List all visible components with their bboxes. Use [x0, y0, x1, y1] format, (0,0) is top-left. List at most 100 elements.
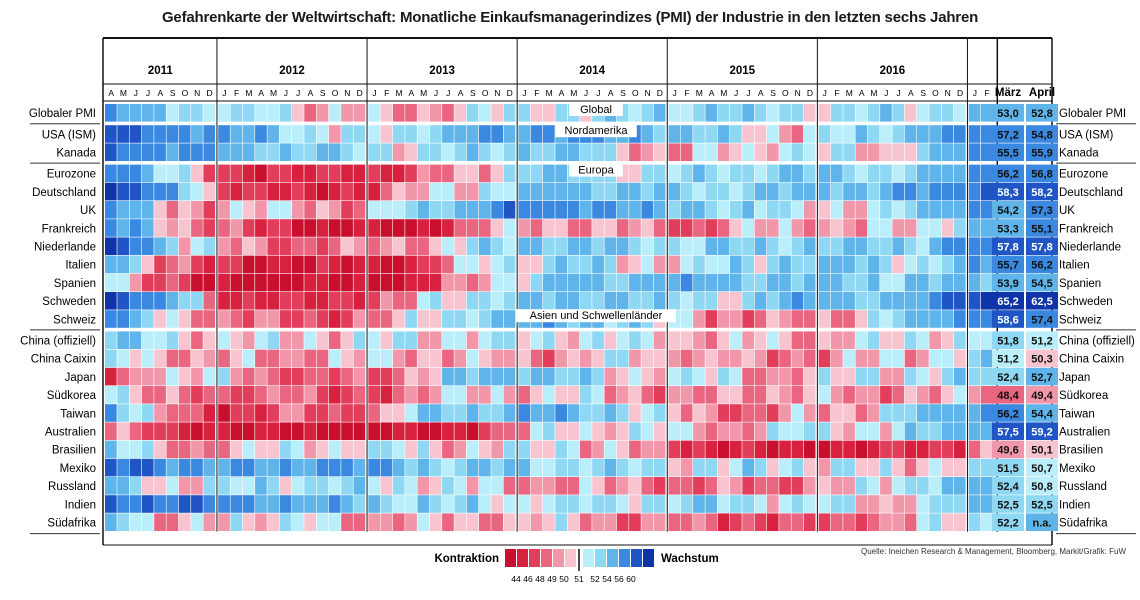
heatmap-cell	[392, 386, 405, 404]
row-label-left: China (offiziell)	[20, 336, 96, 348]
heatmap-cell	[791, 513, 804, 531]
heatmap-cell	[717, 458, 730, 477]
heatmap-cell	[843, 458, 855, 477]
heatmap-cell	[705, 422, 718, 440]
value-label: 53,0	[997, 108, 1018, 120]
heatmap-cell	[803, 310, 816, 328]
heatmap-cell	[766, 201, 779, 219]
heatmap-cell	[392, 513, 405, 531]
heatmap-cell	[818, 104, 831, 122]
heatmap-cell	[368, 331, 380, 349]
heatmap-cell	[629, 386, 641, 404]
month-label: M	[870, 88, 877, 98]
heatmap-cell	[191, 182, 203, 201]
month-label: M	[270, 88, 277, 98]
heatmap-cell	[953, 125, 966, 143]
heatmap-cell	[917, 331, 929, 349]
heatmap-cell	[392, 219, 405, 237]
heatmap-cell	[405, 477, 417, 495]
heatmap-cell	[892, 182, 905, 201]
heatmap-cell	[255, 513, 267, 531]
heatmap-cell	[117, 495, 129, 513]
heatmap-cell	[129, 513, 142, 531]
heatmap-cell	[141, 513, 154, 531]
heatmap-cell	[267, 164, 280, 183]
heatmap-cell	[855, 164, 868, 183]
heatmap-cell	[668, 219, 681, 237]
heatmap-cell	[530, 104, 543, 122]
row-label-left: Indien	[65, 499, 96, 511]
heatmap-cell	[803, 182, 816, 201]
row-label-right: Südkorea	[1059, 390, 1109, 402]
latest-value-cells: 53,0 52,857,2 54,855,5 55,956,2 56,858,3 58,2…	[992, 104, 1058, 531]
heatmap-cell	[953, 237, 966, 255]
heatmap-cell	[230, 125, 243, 143]
heatmap-cell	[641, 273, 654, 292]
heatmap-cell	[579, 292, 592, 310]
heatmap-cell	[429, 237, 442, 255]
heatmap-cell	[491, 367, 503, 386]
heatmap-cell	[543, 495, 555, 513]
heatmap-cell	[316, 237, 329, 255]
heatmap-cell	[230, 386, 243, 404]
heatmap-cell	[466, 310, 479, 328]
heatmap-cell	[941, 477, 954, 495]
heatmap-cell	[953, 310, 966, 328]
heatmap-cell	[953, 292, 966, 310]
heatmap-cell	[680, 255, 693, 274]
region-label-bg	[555, 124, 637, 138]
heatmap-cell	[178, 310, 191, 328]
heatmap-cell	[442, 164, 454, 183]
heatmap-cell	[567, 201, 580, 219]
heatmap-cell	[705, 182, 718, 201]
heatmap-cell	[292, 125, 304, 143]
heatmap-cell	[555, 273, 567, 292]
heatmap-cell	[392, 495, 405, 513]
value-cell	[992, 182, 1024, 201]
heatmap-cell	[904, 422, 917, 440]
heatmap-cell	[543, 237, 555, 255]
heatmap-cell	[855, 255, 868, 274]
value-label: 55,9	[1031, 148, 1052, 160]
heatmap-cell	[353, 104, 366, 122]
heatmap-cell	[754, 458, 767, 477]
heatmap-cell	[341, 331, 353, 349]
heatmap-cell	[867, 422, 880, 440]
value-label: 57,5	[997, 427, 1018, 439]
heatmap-cell	[579, 422, 592, 440]
heatmap-cell	[766, 422, 779, 440]
heatmap-cell	[880, 477, 892, 495]
heatmap-cell	[629, 513, 641, 531]
heatmap-cell	[405, 404, 417, 422]
heatmap-cell	[641, 422, 654, 440]
latest-month-label: April	[1029, 87, 1055, 99]
heatmap-cell	[380, 513, 393, 531]
heatmap-cell	[491, 125, 503, 143]
heatmap-cell	[117, 404, 129, 422]
heatmap-cell	[491, 440, 503, 459]
heatmap-cell	[166, 255, 179, 274]
heatmap-cell	[867, 164, 880, 183]
heatmap-cell	[491, 201, 503, 219]
heatmap-cell	[191, 164, 203, 183]
heatmap-cell	[953, 495, 966, 513]
heatmap-cell	[779, 182, 791, 201]
heatmap-cell	[717, 201, 730, 219]
heatmap-cell	[292, 477, 304, 495]
heatmap-cell	[880, 513, 892, 531]
heatmap-cell	[154, 219, 166, 237]
heatmap-cell	[442, 201, 454, 219]
heatmap-cell	[279, 164, 292, 183]
month-label: S	[470, 88, 476, 98]
heatmap-cell	[880, 440, 892, 459]
heatmap-cell	[368, 237, 380, 255]
heatmap-cell	[981, 201, 993, 219]
value-cell	[992, 219, 1024, 237]
heatmap-cell	[255, 219, 267, 237]
heatmap-cell	[968, 182, 981, 201]
heatmap-cell	[705, 292, 718, 310]
heatmap-cell	[466, 104, 479, 122]
heatmap-cell	[818, 386, 831, 404]
heatmap-cell	[981, 310, 993, 328]
heatmap-cell	[968, 273, 981, 292]
